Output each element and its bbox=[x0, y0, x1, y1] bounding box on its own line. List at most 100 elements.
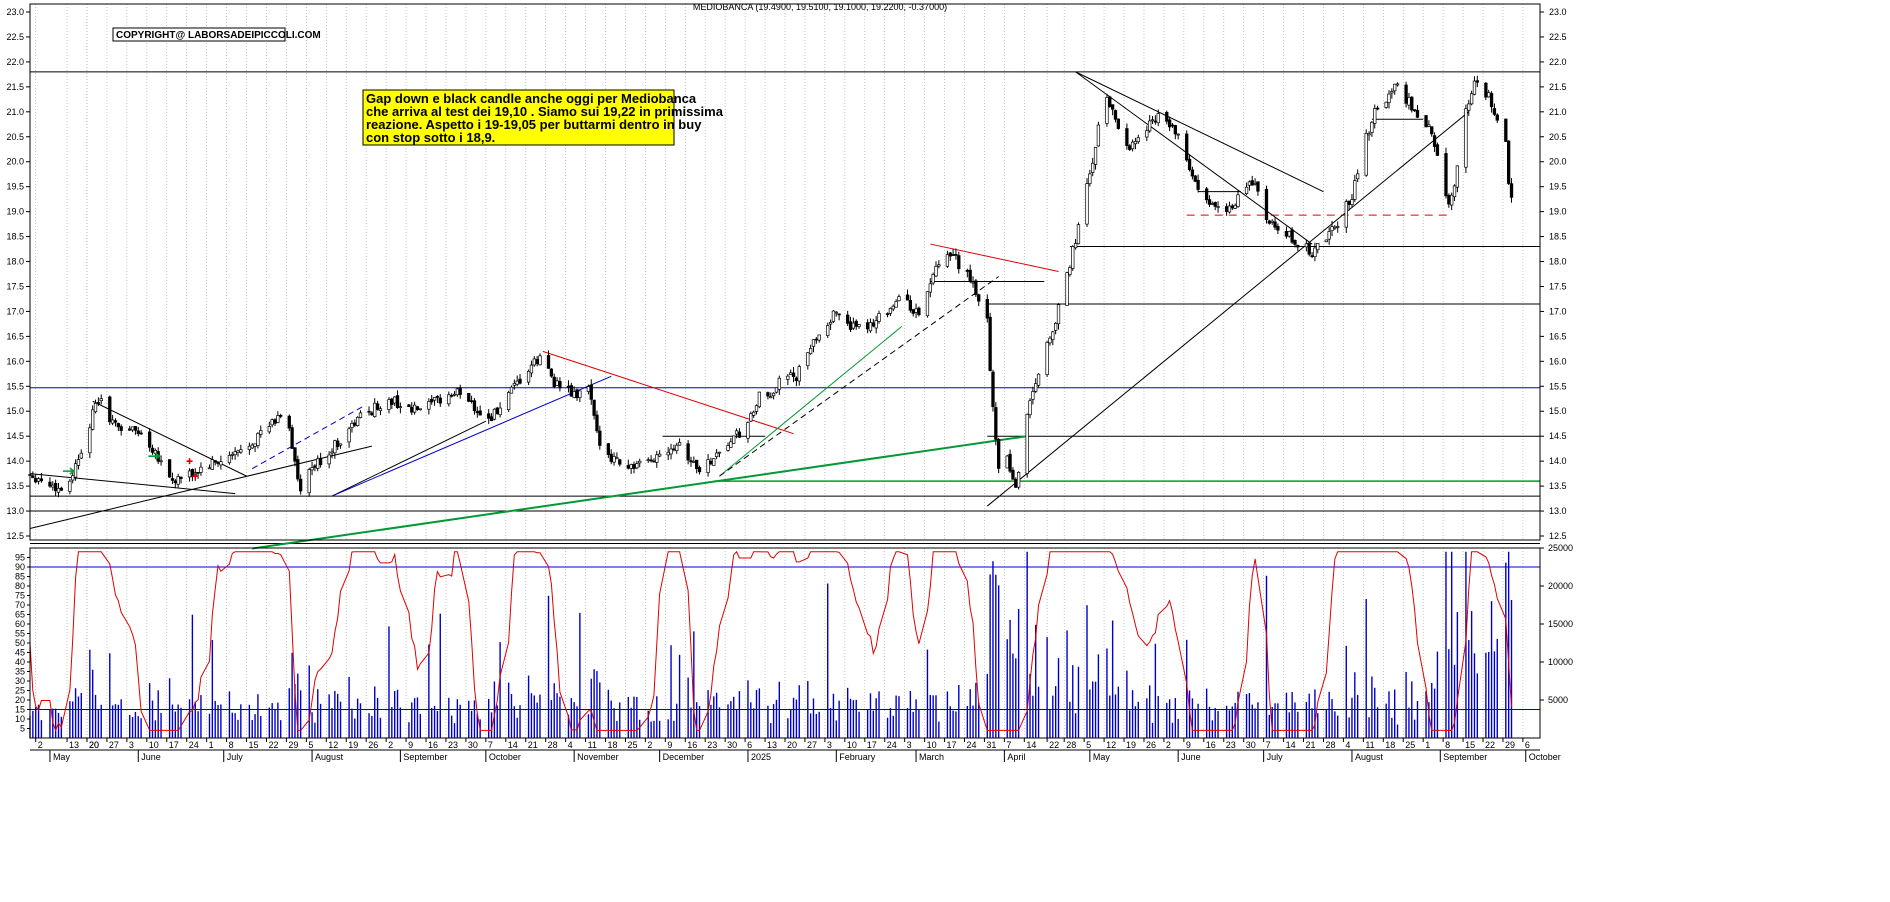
candle-body bbox=[267, 426, 271, 433]
candle-body bbox=[207, 467, 212, 470]
red-cross-marker bbox=[192, 473, 199, 480]
candle-body bbox=[971, 281, 975, 284]
candle-body bbox=[968, 269, 972, 282]
day-tick-label: 31 bbox=[986, 740, 996, 750]
candle-body bbox=[854, 320, 858, 327]
price-tick-label-left: 18.0 bbox=[6, 257, 24, 267]
candle-body bbox=[36, 478, 41, 482]
oscillator-tick-label: 10 bbox=[15, 714, 25, 724]
oscillator-tick-label: 60 bbox=[15, 619, 25, 629]
annotation-line-1: Gap down e black candle anche oggi per M… bbox=[366, 91, 697, 106]
candle-body bbox=[467, 393, 471, 402]
candle-body bbox=[512, 383, 516, 386]
candle-body bbox=[51, 484, 55, 488]
candle-body bbox=[68, 480, 72, 492]
candle-body bbox=[1387, 93, 1391, 104]
copyright-box: COPYRIGHT@ LABORSADEIPICCOLI.COM bbox=[112, 27, 321, 42]
trend-line bbox=[1075, 71, 1324, 193]
candle-body bbox=[865, 322, 870, 330]
green-arrow-marker bbox=[62, 467, 76, 475]
candle-body bbox=[538, 355, 542, 366]
candle-body bbox=[148, 431, 152, 448]
candle-body bbox=[375, 403, 380, 410]
day-tick-label: 1 bbox=[209, 740, 214, 750]
day-tick-label: 18 bbox=[608, 740, 618, 750]
candle-body bbox=[1455, 165, 1460, 188]
candle-body bbox=[313, 465, 317, 468]
candle-body bbox=[609, 453, 613, 462]
day-tick-label: 5 bbox=[308, 740, 313, 750]
candle-body bbox=[1296, 245, 1300, 248]
price-tick-label: 21.0 bbox=[1549, 107, 1567, 117]
candle-body bbox=[1384, 101, 1388, 108]
candle-body bbox=[917, 307, 921, 316]
day-tick-label: 12 bbox=[328, 740, 338, 750]
candle-body bbox=[1504, 118, 1508, 142]
candle-body bbox=[1213, 202, 1217, 207]
candle-body bbox=[407, 404, 411, 408]
candle-body bbox=[1316, 243, 1320, 251]
candle-body bbox=[76, 459, 81, 466]
candle-body bbox=[1276, 226, 1280, 231]
candle-body bbox=[1156, 113, 1160, 124]
candle-body bbox=[415, 406, 420, 410]
candle-body bbox=[934, 265, 938, 277]
candle-body bbox=[176, 476, 180, 485]
day-tick-label: 12 bbox=[1106, 740, 1116, 750]
day-tick-label: 7 bbox=[488, 740, 493, 750]
candle-body bbox=[911, 309, 915, 314]
oscillator-tick-label: 80 bbox=[15, 581, 25, 591]
day-tick-label: 28 bbox=[1066, 740, 1076, 750]
candle-body bbox=[808, 347, 813, 354]
candle-body bbox=[1048, 337, 1052, 344]
candle-body bbox=[1227, 205, 1232, 213]
month-tick-label: October bbox=[1529, 752, 1561, 762]
candle-body bbox=[1464, 108, 1468, 168]
candle-body bbox=[139, 432, 143, 435]
day-tick-label: 29 bbox=[288, 740, 298, 750]
candle-body bbox=[606, 443, 611, 455]
candle-body bbox=[937, 264, 941, 267]
candle-body bbox=[1165, 111, 1169, 122]
candle-body bbox=[59, 487, 63, 491]
candle-body bbox=[977, 294, 981, 302]
candle-body bbox=[1287, 231, 1291, 237]
candle-body bbox=[432, 397, 437, 401]
day-tick-label: 13 bbox=[69, 740, 79, 750]
candle-body bbox=[549, 368, 554, 377]
candle-body bbox=[53, 483, 58, 492]
day-tick-label: 24 bbox=[887, 740, 897, 750]
candle-body bbox=[1290, 229, 1294, 243]
candle-body bbox=[1244, 186, 1249, 195]
candle-body bbox=[695, 459, 699, 469]
candle-body bbox=[931, 274, 935, 284]
candle-body bbox=[472, 400, 477, 412]
candle-body bbox=[93, 403, 98, 413]
day-tick-label: 24 bbox=[966, 740, 976, 750]
oscillator-tick-label: 85 bbox=[15, 572, 25, 582]
price-tick-label: 15.0 bbox=[1549, 406, 1567, 416]
candle-body bbox=[985, 299, 989, 319]
candle-body bbox=[746, 422, 750, 439]
candle-body bbox=[31, 475, 35, 479]
day-tick-label: 4 bbox=[1345, 740, 1350, 750]
candle-body bbox=[828, 321, 833, 325]
candle-body bbox=[287, 415, 291, 429]
day-tick-label: 11 bbox=[588, 740, 597, 750]
candle-body bbox=[714, 452, 719, 457]
candle-body bbox=[113, 420, 118, 423]
candle-body bbox=[390, 398, 394, 405]
candle-body bbox=[1108, 96, 1112, 107]
day-tick-label: 9 bbox=[408, 740, 413, 750]
candle-body bbox=[378, 408, 383, 412]
candle-body bbox=[1148, 120, 1152, 132]
price-tick-label-left: 15.0 bbox=[6, 406, 24, 416]
candle-body bbox=[1270, 220, 1274, 223]
candle-body bbox=[974, 280, 978, 295]
candle-body bbox=[236, 450, 240, 453]
day-tick-label: 15 bbox=[249, 740, 259, 750]
candle-body bbox=[672, 448, 676, 451]
price-tick-label: 23.0 bbox=[1549, 7, 1567, 17]
candle-body bbox=[572, 391, 576, 398]
candle-body bbox=[509, 386, 514, 394]
